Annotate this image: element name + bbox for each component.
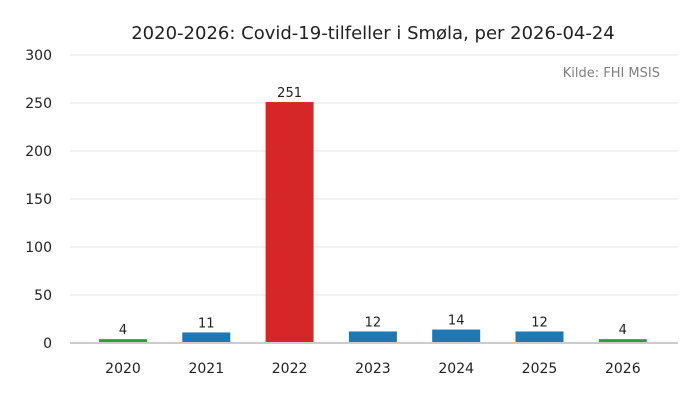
x-tick-label: 2025 xyxy=(522,361,558,377)
source-label: Kilde: FHI MSIS xyxy=(563,66,660,81)
data-label-2020: 4 xyxy=(119,323,127,338)
y-tick-label: 150 xyxy=(25,192,52,208)
x-tick-label: 2020 xyxy=(105,361,141,377)
y-tick-label: 50 xyxy=(34,288,52,304)
x-tick-label: 2022 xyxy=(272,361,308,377)
gridlines xyxy=(70,54,678,296)
data-label-2021: 11 xyxy=(198,316,215,331)
bars xyxy=(99,102,647,343)
bar-2020 xyxy=(99,339,147,343)
bar-2023 xyxy=(348,331,397,343)
bar-2025 xyxy=(515,331,564,343)
x-tick-label: 2024 xyxy=(438,361,474,377)
x-axis-tick-labels: 2020 2021 2022 2023 2024 2025 2026 xyxy=(105,361,641,377)
data-label-2025: 12 xyxy=(531,315,548,330)
x-tick-label: 2023 xyxy=(355,361,391,377)
chart-title: 2020-2026: Covid-19-tilfeller i Smøla, p… xyxy=(131,23,615,44)
y-tick-label: 200 xyxy=(25,144,52,160)
y-tick-label: 300 xyxy=(25,48,52,64)
bar-2021 xyxy=(182,332,231,343)
x-tick-label: 2021 xyxy=(188,361,224,377)
y-tick-label: 0 xyxy=(43,336,52,352)
bar-2026 xyxy=(598,339,647,343)
y-axis-tick-labels: 0 50 100 150 200 250 300 xyxy=(25,48,52,352)
data-label-2023: 12 xyxy=(365,315,382,330)
bar-data-labels: 4 11 251 12 14 12 4 xyxy=(119,86,627,338)
data-label-2024: 14 xyxy=(448,314,465,329)
bar-2024 xyxy=(432,329,481,343)
data-label-2026: 4 xyxy=(619,323,627,338)
x-tick-label: 2026 xyxy=(605,361,641,377)
y-tick-label: 100 xyxy=(25,240,52,256)
bar-2022 xyxy=(265,102,314,343)
y-tick-label: 250 xyxy=(25,96,52,112)
data-label-2022: 251 xyxy=(277,86,302,101)
